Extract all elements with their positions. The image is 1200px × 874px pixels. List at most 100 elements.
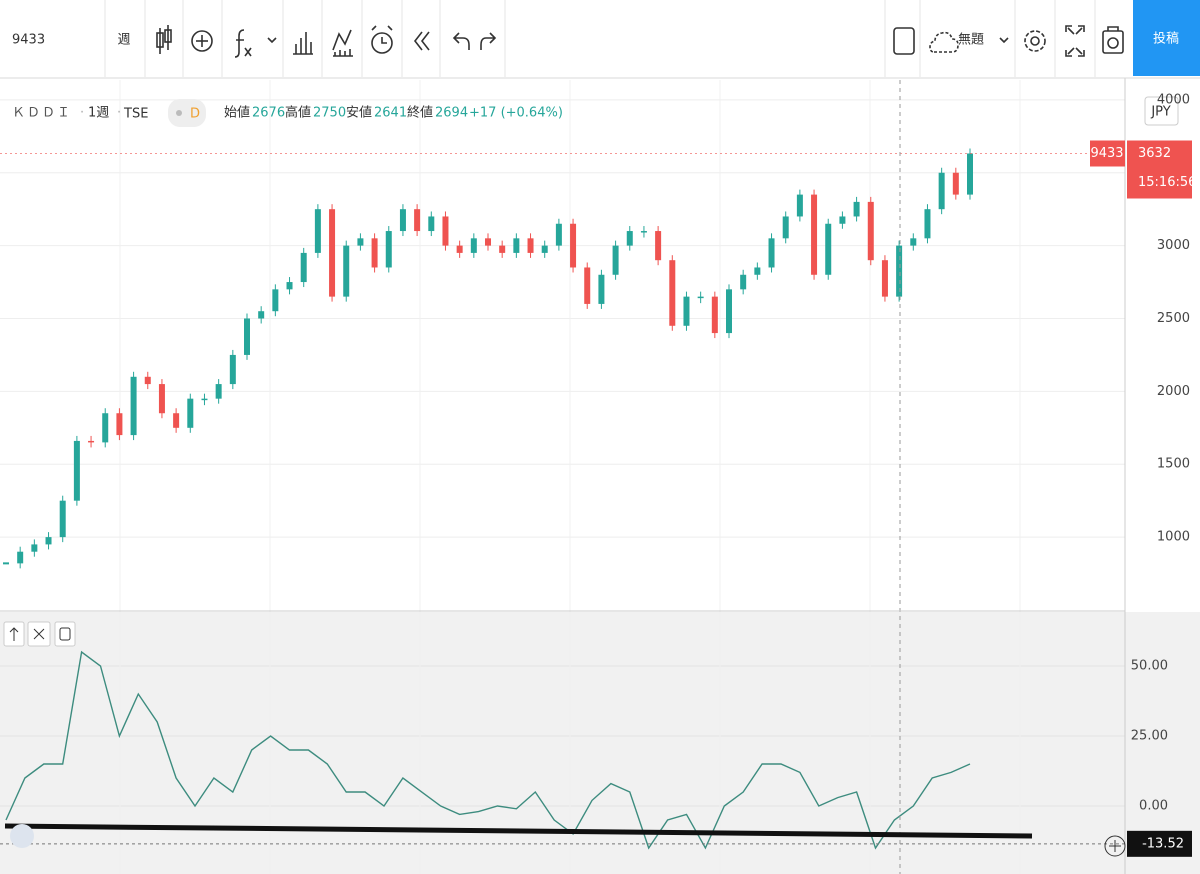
candle [867, 201, 874, 261]
candle [244, 318, 250, 355]
symbol-name: ＫＤＤＩ [12, 106, 72, 121]
arrow-icon [9, 627, 19, 641]
candle [555, 223, 562, 246]
candle [697, 296, 704, 299]
candle [754, 267, 761, 275]
legend-value: 2641 [374, 106, 407, 121]
currency-box [1144, 96, 1179, 126]
candle [158, 384, 165, 414]
candle [130, 376, 137, 436]
candle [541, 245, 548, 253]
candle [286, 282, 293, 290]
fullscreen-button[interactable] [1065, 25, 1085, 57]
legend-label: 安値 [346, 105, 372, 121]
candle [399, 209, 406, 232]
candle [187, 398, 194, 428]
candle [612, 245, 619, 275]
y-tick-label: 50.00 [1131, 659, 1168, 674]
candle [485, 238, 491, 246]
redo-button[interactable] [480, 32, 497, 50]
publish-label[interactable]: 投稿 [1153, 31, 1179, 47]
chart-type-button[interactable] [156, 25, 172, 54]
indicator-value: -13.52 [1142, 836, 1184, 851]
undo-button[interactable] [452, 32, 470, 50]
candle [258, 311, 265, 319]
candle [17, 551, 24, 564]
dot: · [80, 106, 84, 121]
candle [853, 201, 860, 217]
candle [144, 376, 151, 385]
candle [414, 209, 421, 232]
maximize-button[interactable] [54, 621, 76, 647]
candle [726, 289, 732, 334]
snapshot-button[interactable] [1102, 26, 1124, 54]
legend-label: 終値 [407, 105, 433, 121]
financials-button[interactable] [293, 32, 313, 55]
last-price: 3632 [1138, 146, 1171, 161]
last-price-tag [1127, 140, 1192, 199]
add-icon [1109, 840, 1121, 852]
compare-button[interactable] [191, 30, 213, 52]
legend-value: +17 (+0.64%) [469, 106, 563, 121]
badge: D [190, 107, 200, 122]
candle [839, 216, 846, 224]
candle [73, 440, 80, 501]
candle [173, 413, 180, 428]
candle [952, 172, 959, 195]
candle [329, 209, 336, 297]
symbol-tag: 9433 [1090, 146, 1123, 161]
y-tick-label: 1500 [1157, 457, 1190, 472]
cloud-icon [929, 31, 959, 53]
layout-name[interactable]: 無題 [958, 33, 984, 48]
replay-button[interactable] [413, 31, 430, 51]
y-tick-label: 0.00 [1139, 798, 1168, 813]
candle [924, 209, 931, 239]
candle [825, 223, 832, 275]
candle [229, 354, 236, 385]
candle [527, 238, 534, 253]
candle [584, 267, 591, 304]
separators [104, 0, 1096, 77]
candle [343, 245, 350, 297]
legend-label: 高値 [285, 105, 311, 121]
symbol-search[interactable]: 9433 [12, 33, 45, 48]
legend-interval: 1週 [88, 106, 109, 121]
maximize-icon [59, 627, 71, 641]
candle [88, 440, 95, 443]
toolbar [0, 0, 1200, 78]
candle [740, 274, 747, 290]
candle [201, 398, 208, 401]
candle [711, 296, 718, 334]
candle [768, 238, 775, 268]
alert-button[interactable] [371, 25, 393, 54]
publish-button[interactable] [1133, 0, 1200, 76]
candle [938, 172, 945, 210]
add-button[interactable] [1104, 835, 1126, 857]
indicators-button[interactable] [234, 29, 277, 58]
candle [442, 216, 449, 246]
y-tick-label: 2000 [1157, 384, 1190, 399]
candle [796, 194, 803, 217]
candle [640, 231, 647, 233]
y-tick-label: 25.00 [1131, 729, 1168, 744]
interval-button[interactable]: 週 [117, 33, 130, 48]
candle [300, 252, 307, 283]
candle [116, 413, 123, 436]
layout-dropdown[interactable] [999, 37, 1009, 44]
y-tick-label: 4000 [1157, 92, 1190, 107]
layout-button[interactable] [893, 27, 915, 55]
candle [967, 153, 973, 195]
legend-values: 始値 2676 高値 2750 安値 2641 終値 2694 +17 (+0.64%) [224, 105, 563, 121]
legend-value: 2694 [435, 106, 468, 121]
candle [470, 238, 477, 253]
candle [357, 238, 364, 246]
templates-button[interactable] [332, 29, 353, 57]
candle [782, 216, 789, 239]
candle [683, 296, 690, 326]
candle [881, 260, 888, 297]
settings-button[interactable] [1024, 30, 1046, 52]
currency: JPY [1150, 105, 1170, 120]
legend-value: 2676 [252, 106, 285, 121]
badge-bg [168, 99, 206, 127]
